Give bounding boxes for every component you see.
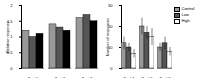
svg-text:1: 1 [10,34,13,39]
svg-text:Test 1: Test 1 [28,76,39,78]
svg-text:Test 2: Test 2 [55,76,66,78]
svg-text:2: 2 [10,3,13,8]
svg-text:Trial 2: Trial 2 [142,76,154,78]
svg-text:20: 20 [108,23,113,29]
svg-text:30: 30 [108,3,113,8]
svg-text:0: 0 [110,66,113,71]
html-text:High: High [181,18,190,23]
html-text:Control: Control [181,6,195,11]
svg-text:Trial 1: Trial 1 [124,76,136,78]
svg-text:10: 10 [108,44,113,50]
svg-text:Relative response: Relative response [5,20,10,53]
svg-text:0: 0 [10,66,13,71]
svg-text:Test 3: Test 3 [82,76,93,78]
html-text:Low: Low [181,12,189,17]
svg-text:Number of responses: Number of responses [105,18,110,56]
svg-text:Trial 3: Trial 3 [160,76,172,78]
